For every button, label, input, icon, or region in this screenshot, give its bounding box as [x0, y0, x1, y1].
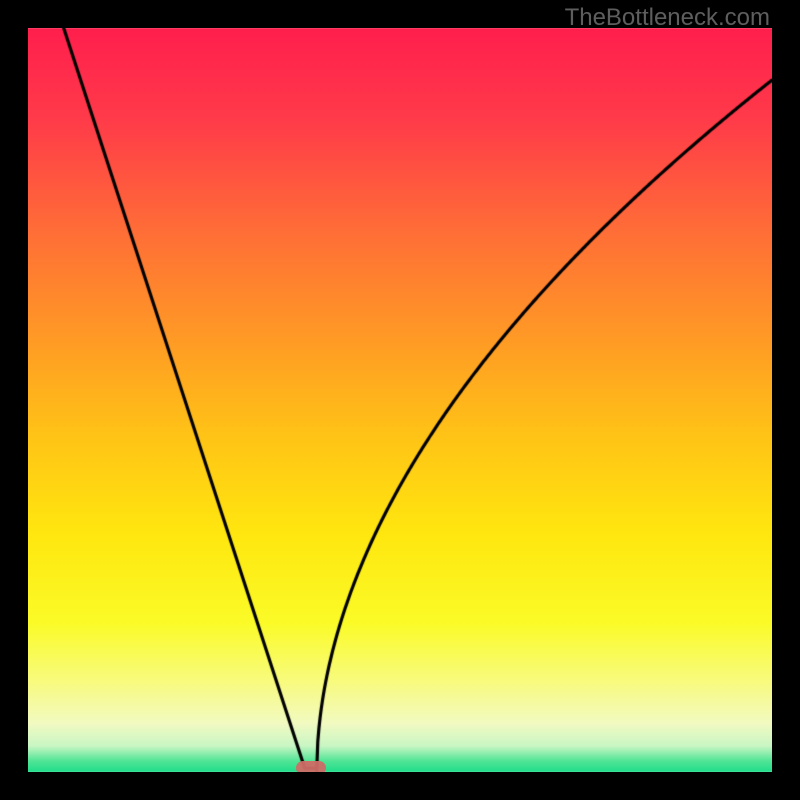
chart-stage: TheBottleneck.com: [0, 0, 800, 800]
watermark-text: TheBottleneck.com: [565, 4, 770, 32]
gradient-background: [0, 0, 800, 800]
